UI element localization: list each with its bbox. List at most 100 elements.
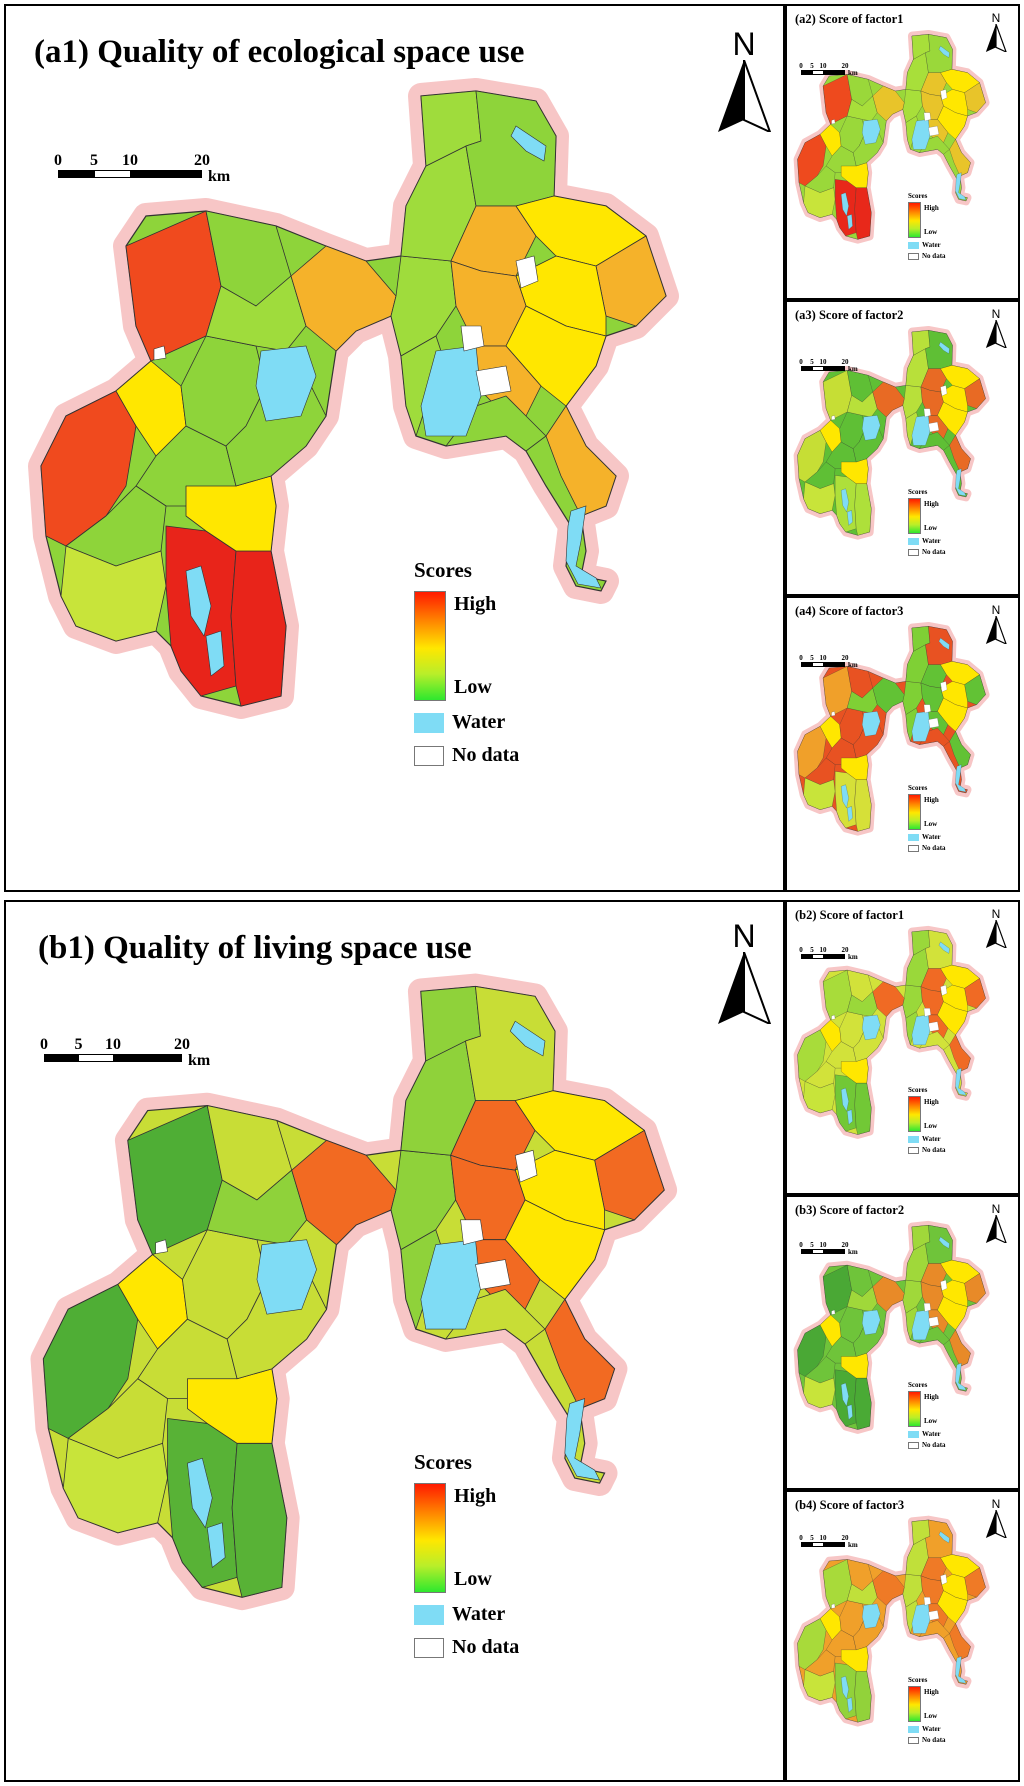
water-body xyxy=(841,1382,849,1407)
legend-water: Water xyxy=(922,537,941,545)
map-region xyxy=(854,779,872,832)
nodata-region xyxy=(831,1014,836,1020)
map-region xyxy=(854,1671,872,1723)
water-body xyxy=(255,345,317,422)
map-region xyxy=(847,687,878,714)
scale-tick: 5 xyxy=(810,358,814,366)
scale-unit: km xyxy=(848,69,858,77)
legend-nodata: No data xyxy=(922,1441,946,1449)
water-body xyxy=(955,172,967,201)
legend-title: Scores xyxy=(414,558,472,582)
choropleth-map xyxy=(793,326,990,540)
nodata-swatch xyxy=(414,745,444,766)
scale-tick: 10 xyxy=(819,654,827,662)
north-arrow-icon xyxy=(985,319,1008,350)
map-region xyxy=(230,550,287,707)
north-arrow-icon xyxy=(985,1509,1008,1540)
water-swatch xyxy=(908,1135,919,1143)
north-arrow: N xyxy=(716,920,772,1029)
legend: Scores High Low Water No data xyxy=(908,1381,946,1449)
north-arrow-icon xyxy=(985,919,1008,950)
scale-tick: 5 xyxy=(90,152,98,169)
legend-water: Water xyxy=(922,1430,941,1438)
north-arrow: N xyxy=(985,908,1008,953)
scale-tick: 0 xyxy=(799,1241,803,1249)
water-body xyxy=(841,488,849,513)
water-body xyxy=(955,764,967,793)
legend-low: Low xyxy=(924,1712,938,1720)
water-body xyxy=(847,1404,853,1420)
scale-unit: km xyxy=(848,661,858,669)
legend-title: Scores xyxy=(414,1450,472,1474)
north-arrow-label: N xyxy=(732,26,756,62)
map-region xyxy=(847,1580,878,1606)
panel-b1: (b1) Quality of living space use N 0 5 1… xyxy=(4,900,785,1782)
map-region xyxy=(949,1623,971,1660)
water-body xyxy=(510,125,547,162)
map-region xyxy=(445,1288,546,1345)
north-arrow-icon xyxy=(985,615,1008,646)
north-arrow-icon xyxy=(718,951,772,1026)
map-region xyxy=(445,395,547,452)
water-body xyxy=(185,565,212,637)
scale-unit: km xyxy=(208,168,231,185)
water-body xyxy=(841,784,849,809)
water-body xyxy=(847,1697,853,1713)
scale-tick: 20 xyxy=(174,1036,190,1053)
scale-unit: km xyxy=(848,1248,858,1256)
nodata-region xyxy=(831,711,836,717)
water-body xyxy=(955,1656,967,1684)
panel-a2: (a2) Score of factor1 N 0 5 10 20 km Scores… xyxy=(785,4,1020,300)
legend-nodata: No data xyxy=(922,844,946,852)
legend-title: Scores xyxy=(908,1381,928,1389)
panel-a3: (a3) Score of factor2 N 0 5 10 20 km Scores… xyxy=(785,300,1020,596)
north-arrow-label: N xyxy=(991,307,1001,321)
scale-tick: 5 xyxy=(74,1036,83,1053)
water-body xyxy=(862,1603,881,1629)
nodata-region xyxy=(923,1597,931,1606)
panel-a4: (a4) Score of factor3 N 0 5 10 20 km Scores… xyxy=(785,596,1020,892)
map-region xyxy=(847,991,878,1017)
legend-nodata: No data xyxy=(922,252,946,260)
map-region xyxy=(919,727,950,747)
water-body xyxy=(841,1676,849,1700)
scale-bar: 0 5 10 20 km xyxy=(799,1534,857,1549)
scale-bar: 0 5 10 20 km xyxy=(799,946,857,961)
scale-tick: 0 xyxy=(799,946,803,954)
legend: Scores High Low Water No data xyxy=(908,784,946,852)
map-region xyxy=(797,1029,827,1082)
nodata-region xyxy=(928,1316,940,1327)
water-body xyxy=(564,1398,601,1481)
nodata-region xyxy=(923,112,931,122)
map-region xyxy=(919,431,950,451)
legend-water: Water xyxy=(922,241,941,249)
legend-high: High xyxy=(924,1688,939,1696)
map-region xyxy=(797,134,827,187)
nodata-swatch xyxy=(908,1736,919,1744)
nodata-region xyxy=(460,325,485,352)
scale-tick: 0 xyxy=(799,62,803,70)
north-arrow: N xyxy=(985,11,1008,57)
scale-tick: 5 xyxy=(810,654,814,662)
north-arrow-label: N xyxy=(991,1202,1001,1216)
scale-tick: 5 xyxy=(810,946,814,954)
water-swatch xyxy=(908,537,919,545)
nodata-swatch xyxy=(908,1146,919,1154)
north-arrow-label: N xyxy=(991,11,1001,25)
color-ramp xyxy=(908,1686,921,1722)
scale-tick: 0 xyxy=(799,654,803,662)
legend-title: Scores xyxy=(908,488,928,496)
legend-high: High xyxy=(924,1098,939,1106)
nodata-swatch xyxy=(414,1637,444,1658)
water-swatch xyxy=(414,712,444,733)
water-body xyxy=(862,711,881,737)
scale-bar: 0 5 10 20 km xyxy=(40,1036,210,1069)
nodata-region xyxy=(928,1610,940,1621)
scale-bar: 0 5 10 20 km xyxy=(799,654,857,669)
water-body xyxy=(509,1020,546,1057)
water-swatch xyxy=(908,241,919,249)
water-body xyxy=(938,941,950,954)
scale-unit: km xyxy=(848,365,858,373)
map-region xyxy=(919,1620,950,1639)
legend-high: High xyxy=(454,1485,497,1507)
